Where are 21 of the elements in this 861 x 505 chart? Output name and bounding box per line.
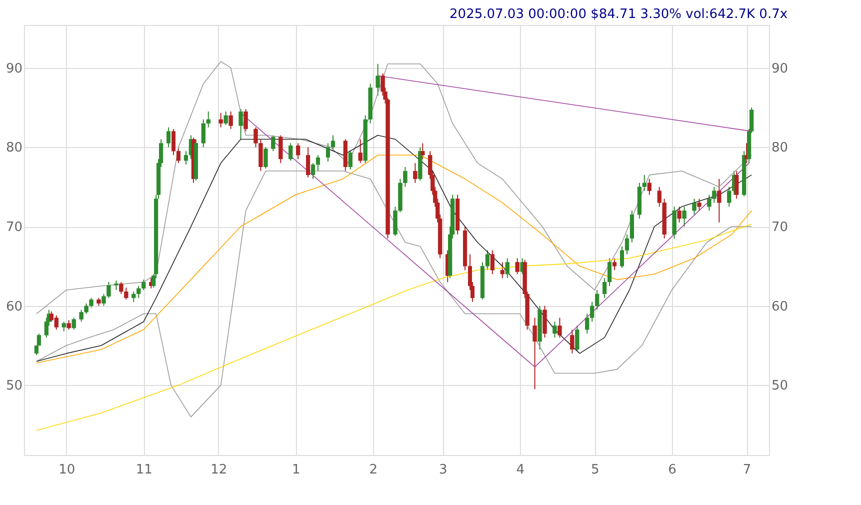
x-tick-label: 11 <box>136 462 152 478</box>
y2-tick-label: 80 <box>772 140 788 156</box>
y-tick-label: 80 <box>6 140 22 156</box>
x-tick-label: 3 <box>438 462 448 478</box>
x-tick-label: 6 <box>668 462 676 478</box>
y2-tick-label: 60 <box>772 299 788 314</box>
y-tick-label: 50 <box>6 378 22 394</box>
chart-title: 2025.07.03 00:00:00 $84.71 3.30% vol:642.7K 0.7x <box>450 7 788 22</box>
x-tick-label: 10 <box>58 462 76 478</box>
x-tick-label: 2 <box>369 462 378 478</box>
x-tick-label: 12 <box>210 462 228 478</box>
x-tick-label: 1 <box>292 462 300 478</box>
y2-tick-label: 90 <box>772 61 788 76</box>
y-tick-label: 60 <box>6 299 22 314</box>
x-tick-label: 5 <box>590 462 600 478</box>
y-tick-label: 90 <box>6 61 22 76</box>
x-tick-label: 4 <box>516 462 524 478</box>
y2-tick-label: 50 <box>772 378 788 394</box>
y2-tick-label: 70 <box>772 220 788 236</box>
x-tick-label: 7 <box>742 462 752 478</box>
y-tick-label: 70 <box>6 220 22 236</box>
